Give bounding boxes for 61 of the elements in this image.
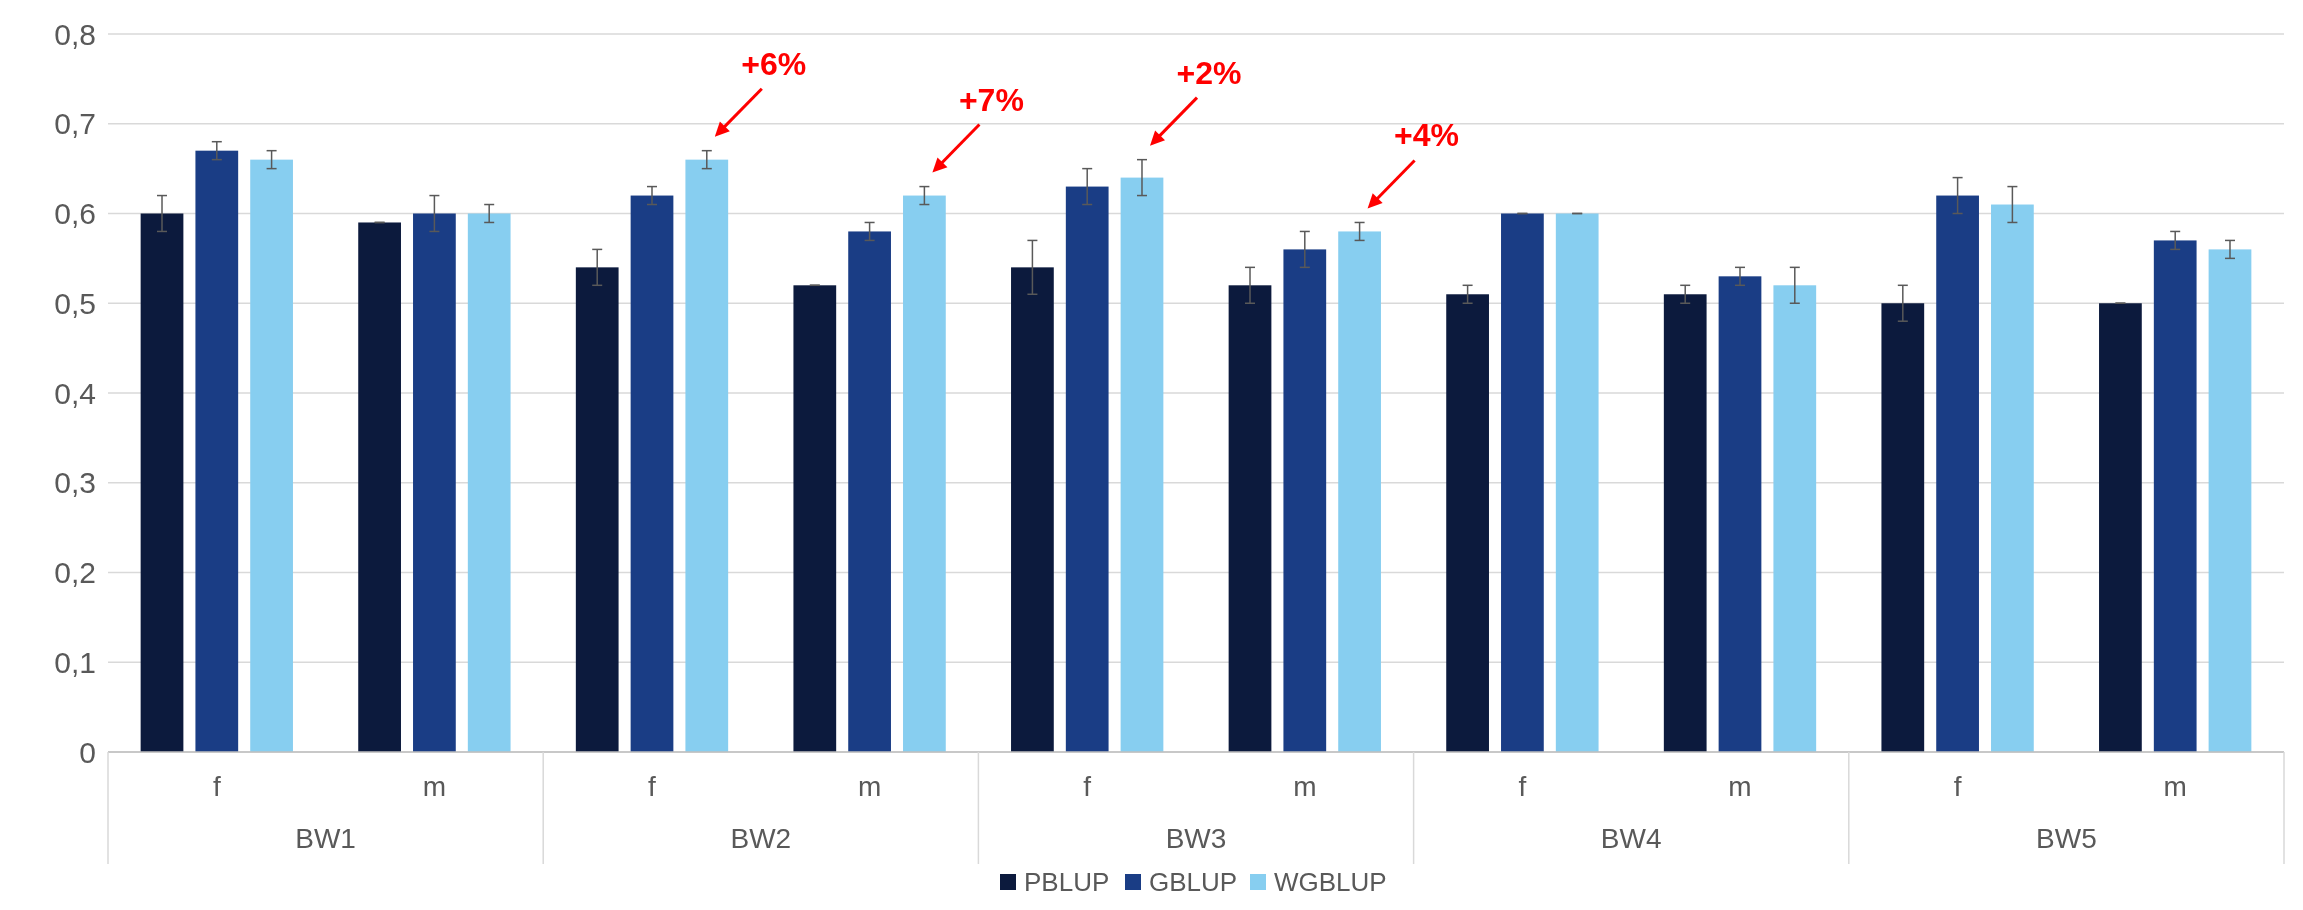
annotation: +7%	[958, 81, 1024, 118]
x-tick-label: f	[1083, 771, 1092, 802]
bar	[467, 213, 511, 752]
annotation: +4%	[1394, 117, 1460, 154]
bar	[1065, 186, 1109, 752]
y-tick-label: 0,3	[54, 466, 96, 500]
legend-label: PBLUP	[1024, 867, 1110, 898]
y-tick-label: 0,7	[54, 107, 96, 141]
x-tick-label: m	[1293, 771, 1317, 802]
text: BW3	[1165, 823, 1227, 854]
bar	[2099, 303, 2142, 752]
bar	[358, 222, 401, 752]
x-tick-label: f	[1953, 771, 1962, 802]
bar	[1718, 276, 1762, 752]
bar	[793, 285, 837, 752]
y-tick-label: 0,2	[54, 556, 96, 589]
x-tick-label: m	[1728, 771, 1752, 802]
bar	[1991, 204, 2034, 752]
text: BW1	[295, 823, 356, 854]
bar	[685, 159, 729, 752]
y-tick-label: 0,4	[54, 376, 96, 410]
bar	[1773, 285, 1817, 752]
bar	[1936, 195, 1979, 752]
bar	[413, 213, 456, 752]
bar	[848, 231, 891, 752]
bar	[1338, 231, 1381, 752]
text: BW2	[730, 823, 792, 854]
text: BW5	[2036, 823, 2097, 854]
x-tick-label: f	[1518, 771, 1527, 802]
x-tick-label: m	[422, 771, 447, 802]
bar	[575, 267, 619, 752]
legend-label: GBLUP	[1149, 867, 1238, 898]
bar	[630, 195, 674, 752]
bar	[1555, 213, 1599, 752]
annotation: +2%	[1176, 54, 1242, 91]
bar	[195, 150, 239, 752]
bar	[140, 213, 184, 752]
bar	[1283, 249, 1327, 752]
bar	[250, 159, 293, 752]
y-tick-label: 0,8	[54, 17, 96, 51]
y-tick-label: 0,1	[54, 645, 96, 679]
bar	[2208, 249, 2252, 752]
x-tick-label: f	[648, 771, 657, 802]
annotation: +6%	[741, 45, 807, 82]
bar	[1446, 294, 1489, 752]
bar	[1881, 303, 1925, 752]
y-tick-label: 0	[79, 735, 96, 769]
x-tick-label: m	[857, 771, 882, 802]
bar	[1011, 267, 1054, 752]
legend-label: WGBLUP	[1274, 867, 1387, 898]
bar	[1501, 213, 1544, 752]
bar	[1663, 294, 1707, 752]
bar	[2153, 240, 2197, 752]
x-tick-label: m	[2163, 771, 2187, 802]
y-tick-label: 0,6	[54, 197, 96, 230]
y-tick-label: 0,5	[54, 286, 96, 320]
bar	[903, 195, 946, 752]
bar	[1120, 177, 1164, 752]
x-tick-label: f	[212, 771, 221, 802]
text: BW4	[1600, 823, 1662, 854]
bar	[1228, 285, 1272, 752]
